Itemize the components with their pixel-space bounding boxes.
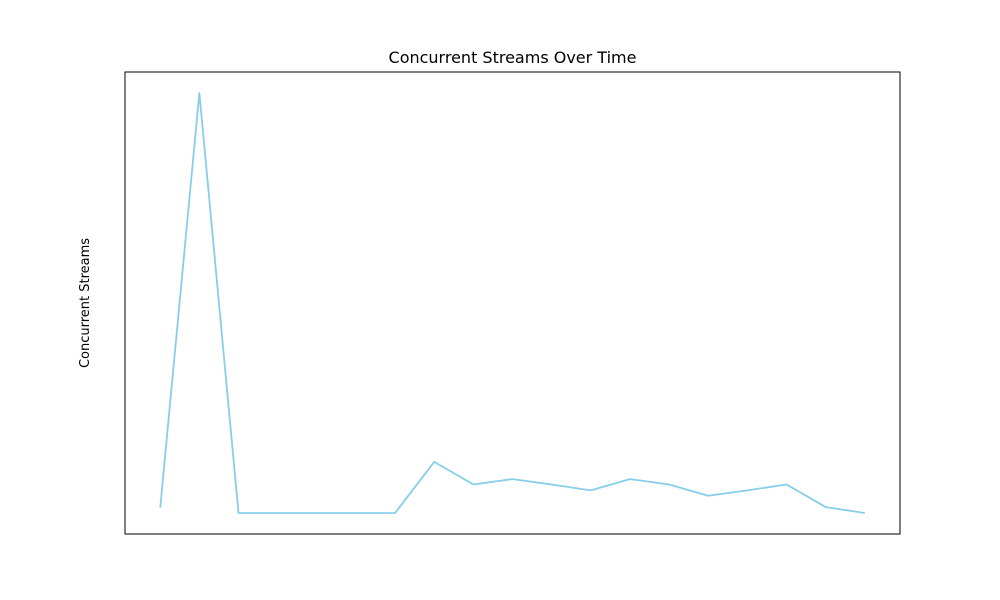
y-axis-label: Concurrent Streams <box>78 238 93 368</box>
series-line-0 <box>159 92 865 514</box>
plot-frame <box>124 71 901 535</box>
plot-area <box>125 72 900 534</box>
series-layer <box>159 92 865 514</box>
chart-title: Concurrent Streams Over Time <box>389 48 637 67</box>
